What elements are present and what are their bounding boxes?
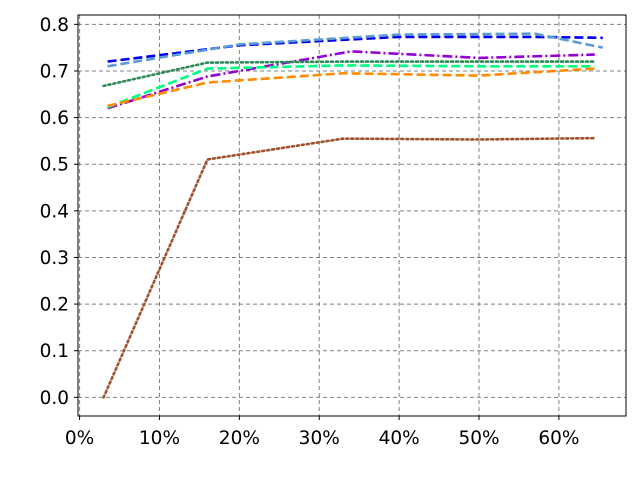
x-tick-label: 30% — [299, 428, 340, 449]
x-tick-label: 10% — [139, 428, 180, 449]
y-tick-label: 0.1 — [40, 341, 69, 362]
y-tick-label: 0.5 — [40, 155, 69, 176]
y-tick-label: 0.2 — [40, 295, 69, 316]
x-tick-label: 50% — [458, 428, 499, 449]
series-line-2 — [107, 32, 604, 68]
y-tick-label: 0.6 — [40, 108, 69, 129]
y-tick-label: 0.0 — [40, 388, 69, 409]
x-tick-label: 20% — [219, 428, 260, 449]
x-axis: 0% 10% 20% 30% 40% 50% 60% — [65, 416, 579, 449]
x-tick-label: 40% — [379, 428, 420, 449]
series-line-5 — [107, 64, 595, 109]
series-line-3 — [107, 50, 595, 110]
series-line-1 — [107, 35, 603, 63]
y-tick-label: 0.4 — [40, 201, 69, 222]
y-tick-label: 0.3 — [40, 248, 69, 269]
series-line-7 — [102, 136, 597, 399]
y-axis: 0.0 0.1 0.2 0.3 0.4 0.5 0.6 0.7 0.8 — [40, 15, 78, 409]
y-tick-label: 0.8 — [40, 15, 69, 36]
y-tick-label: 0.7 — [40, 61, 69, 82]
x-tick-label: 60% — [538, 428, 579, 449]
series-lines — [102, 32, 604, 399]
x-tick-label: 0% — [65, 428, 94, 449]
series-line-4 — [102, 60, 597, 88]
series-line-6 — [107, 67, 595, 108]
grid — [78, 15, 626, 416]
plot-area-frame — [77, 14, 627, 417]
